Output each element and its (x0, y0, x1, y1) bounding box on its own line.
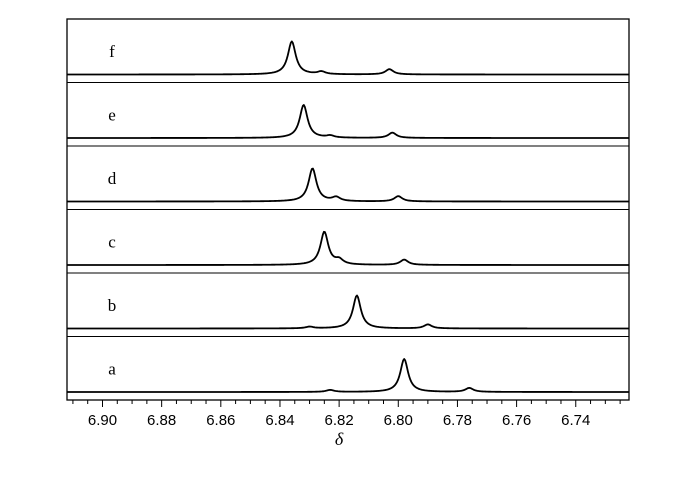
panel-label-e: e (108, 105, 116, 124)
x-axis: 6.90 6.88 6.86 6.84 6.82 6.80 6.78 6.76 6.74 (72, 400, 621, 429)
panel-e: e (66, 82, 629, 139)
x-tick-label: 6.78 (443, 412, 472, 429)
panel-label-d: d (108, 169, 117, 188)
panel-label-b: b (108, 296, 117, 315)
panel-c: c (67, 209, 629, 266)
x-tick-label: 6.84 (265, 412, 294, 429)
x-tick-label: 6.74 (561, 412, 590, 429)
x-tick-label: 6.88 (147, 412, 176, 429)
spectra-panels: f e d c b a (66, 40, 629, 393)
panel-label-a: a (108, 359, 116, 378)
spectrum-trace-a (67, 358, 629, 393)
panel-f: f (67, 40, 629, 76)
panel-d: d (67, 145, 629, 203)
spectrum-trace-c (67, 230, 629, 266)
x-tick-label: 6.86 (206, 412, 235, 429)
x-tick-label: 6.90 (88, 412, 117, 429)
panel-a: a (67, 336, 629, 393)
spectrum-trace-e (66, 104, 629, 139)
plot-frame (66, 18, 630, 401)
panel-label-c: c (108, 232, 116, 251)
spectrum-trace-b (67, 294, 629, 330)
panel-label-f: f (109, 42, 115, 61)
spectrum-trace-f (67, 40, 629, 76)
x-tick-label: 6.82 (325, 412, 354, 429)
x-tick-label: 6.80 (384, 412, 413, 429)
x-tick-label: 6.76 (502, 412, 531, 429)
x-axis-label: δ (335, 429, 344, 449)
panel-b: b (67, 272, 629, 330)
spectrum-trace-d (67, 167, 629, 203)
